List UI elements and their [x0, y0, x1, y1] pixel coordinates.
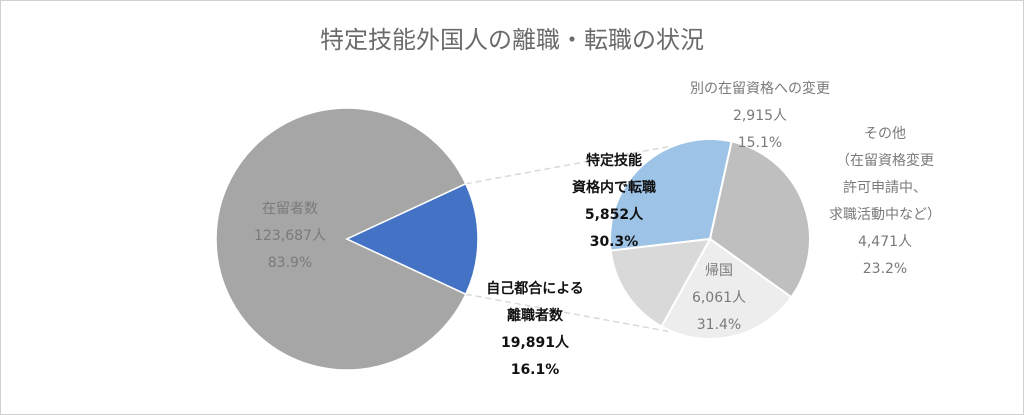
pie-slice-return-home	[708, 140, 811, 299]
label-other-line: 求職活動中など）	[829, 207, 941, 223]
label-resignation-line: 自己都合による	[486, 280, 584, 297]
label-resident-line: 83.9%	[268, 255, 312, 271]
label-return-home-line: 帰国	[705, 262, 733, 279]
label-other-line: 許可申請中、	[843, 180, 927, 196]
label-other-line: （在留資格変更	[836, 152, 934, 169]
label-status-change: 別の在留資格への変更 2,915人 15.1%	[690, 80, 830, 151]
label-job-change-line: 特定技能	[586, 152, 642, 169]
label-return-home: 帰国 6,061人 31.4%	[692, 262, 746, 333]
connector-line-top	[465, 138, 711, 185]
label-other-line: 23.2%	[863, 261, 907, 277]
pie-slice-job-change	[609, 138, 733, 252]
pie-slice-resident	[215, 107, 467, 371]
label-return-home-line: 31.4%	[697, 317, 741, 333]
chart-title: 特定技能外国人の離職・転職の状況	[320, 26, 704, 54]
pie-slice-other	[660, 237, 793, 340]
label-resident-line: 123,687人	[254, 228, 326, 244]
label-resignation-line: 16.1%	[511, 362, 560, 378]
label-resident: 在留者数 123,687人 83.9%	[254, 201, 326, 271]
label-status-change-line: 2,915人	[733, 108, 787, 124]
pie-slice-resignation	[345, 182, 479, 296]
label-resignation-line: 離職者数	[507, 307, 564, 324]
label-resident-line: 在留者数	[262, 201, 318, 217]
label-job-change-line: 資格内で転職	[572, 179, 656, 196]
main-pie	[215, 107, 479, 371]
label-job-change-line: 30.3%	[590, 234, 639, 250]
label-other-line: 4,471人	[858, 234, 912, 250]
label-resignation-line: 19,891人	[501, 334, 570, 351]
label-return-home-line: 6,061人	[692, 290, 746, 306]
secondary-pie	[609, 138, 811, 340]
label-status-change-line: 別の在留資格への変更	[690, 80, 830, 97]
label-other-line: その他	[864, 126, 906, 142]
label-status-change-line: 15.1%	[738, 135, 782, 151]
connector-lines	[465, 138, 711, 340]
connector-line-bottom	[465, 293, 711, 340]
pie-slice-status-change	[609, 237, 712, 328]
label-job-change-line: 5,852人	[585, 206, 644, 223]
